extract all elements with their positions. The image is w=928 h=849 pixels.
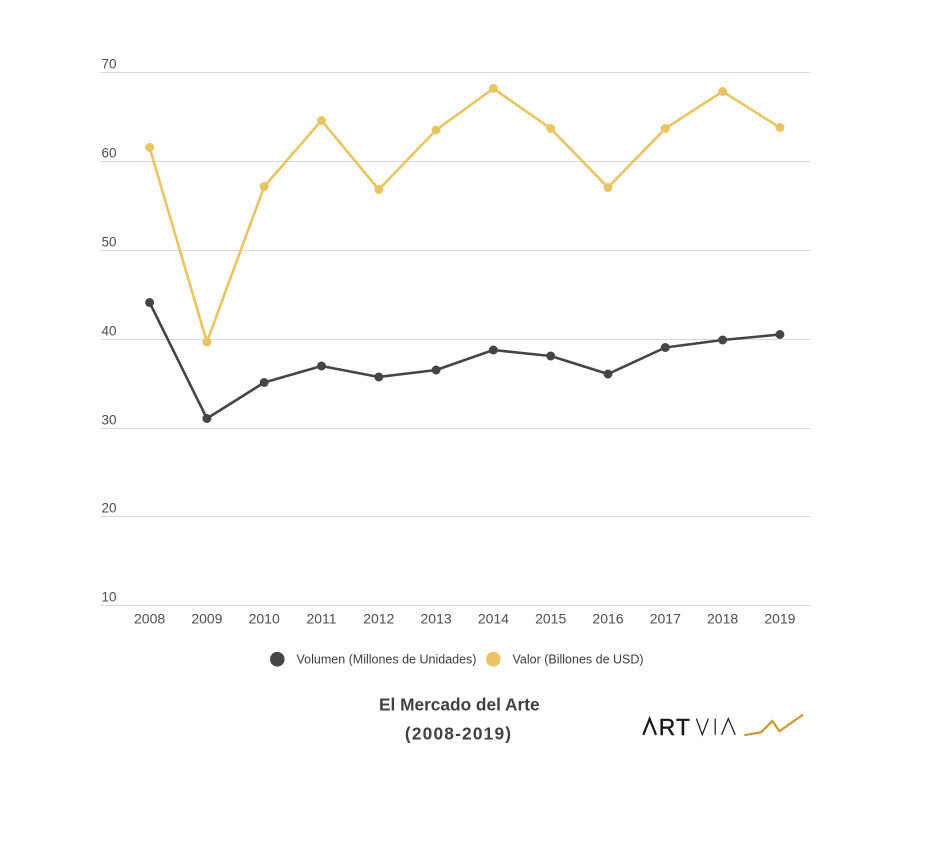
svg-text:2008: 2008 <box>134 611 165 627</box>
svg-text:60: 60 <box>102 146 117 161</box>
svg-text:20: 20 <box>102 501 117 516</box>
svg-text:2013: 2013 <box>421 611 452 627</box>
svg-text:El Mercado del Arte: El Mercado del Arte <box>379 694 540 714</box>
svg-text:2017: 2017 <box>650 611 681 627</box>
svg-text:2012: 2012 <box>363 611 394 627</box>
svg-text:2016: 2016 <box>592 611 623 627</box>
svg-text:2018: 2018 <box>707 611 738 627</box>
svg-text:10: 10 <box>102 590 117 605</box>
svg-text:Valor (Billones de USD): Valor (Billones de USD) <box>513 653 644 667</box>
svg-text:2015: 2015 <box>535 611 566 627</box>
svg-text:30: 30 <box>102 413 117 428</box>
svg-text:50: 50 <box>102 235 117 250</box>
svg-text:Volumen (Millones de Unidades): Volumen (Millones de Unidades) <box>297 653 477 667</box>
svg-text:2009: 2009 <box>191 611 222 627</box>
svg-text:(2008-2019): (2008-2019) <box>405 724 512 744</box>
svg-text:2019: 2019 <box>764 611 795 627</box>
svg-text:40: 40 <box>102 324 117 339</box>
svg-text:RT: RT <box>659 714 691 740</box>
svg-text:2014: 2014 <box>478 611 509 627</box>
svg-text:70: 70 <box>102 57 117 72</box>
svg-text:2010: 2010 <box>249 611 280 627</box>
svg-text:2011: 2011 <box>306 611 336 627</box>
